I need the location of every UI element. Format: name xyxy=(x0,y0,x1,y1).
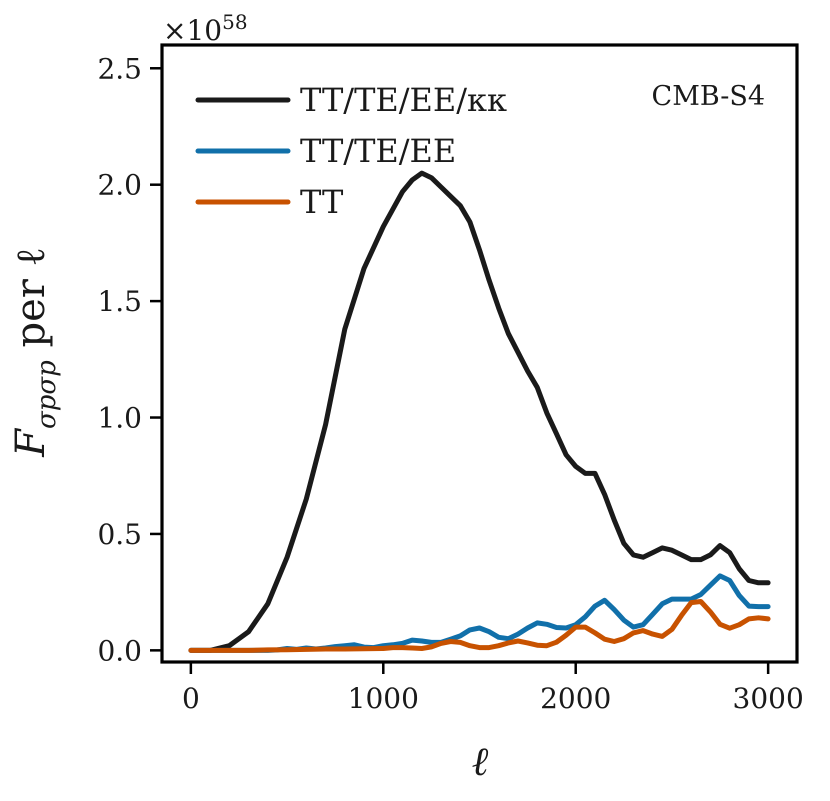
x-tick-label: 1000 xyxy=(348,682,419,715)
legend-label-1: TT/TE/EE xyxy=(300,132,456,170)
x-tick-label: 0 xyxy=(182,682,200,715)
series-line-0 xyxy=(188,170,771,653)
y-tick-label: 1.5 xyxy=(97,285,142,318)
y-tick-label: 1.0 xyxy=(97,402,142,435)
y-axis-label: Fσpσp per ℓ xyxy=(8,247,62,458)
legend-label-0: TT/TE/EE/κκ xyxy=(300,81,507,119)
series-layer xyxy=(188,170,771,653)
legend: TT/TE/EE/κκ TT/TE/EE TT xyxy=(195,81,507,221)
y-multiplier: ×1058 xyxy=(163,10,248,47)
y-tick-label: 2.0 xyxy=(97,169,142,202)
x-axis-label: ℓ xyxy=(472,739,489,785)
y-tick-label: 0.5 xyxy=(97,518,142,551)
legend-label-2: TT xyxy=(300,183,344,221)
y-tick-label: 2.5 xyxy=(97,52,142,85)
cmb-s4-annotation: CMB-S4 xyxy=(652,81,765,112)
ticks-layer: 0 1000 2000 3000 0.0 0.5 1.0 1.5 2.0 2.5 xyxy=(97,52,803,715)
plot-frame xyxy=(160,43,799,664)
series-line-2 xyxy=(188,599,771,653)
x-tick-label: 2000 xyxy=(540,682,611,715)
y-tick-label: 0.0 xyxy=(97,634,142,667)
x-tick-label: 3000 xyxy=(733,682,804,715)
